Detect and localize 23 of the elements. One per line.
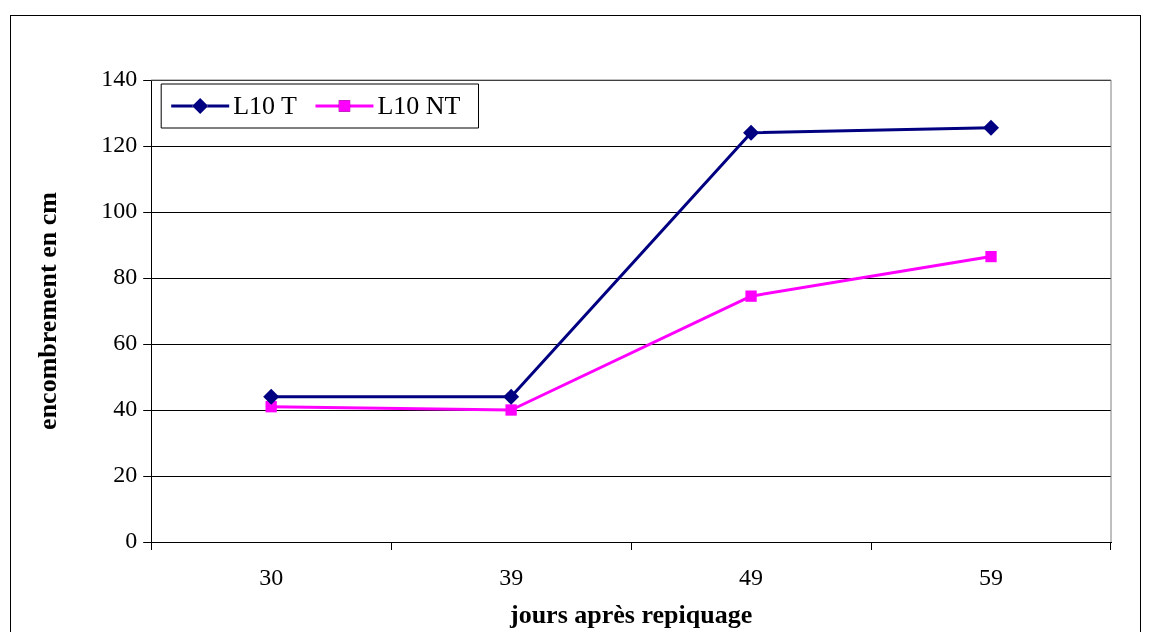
point	[743, 124, 760, 141]
x-axis-title: jours après repiquage	[509, 600, 753, 630]
y-tick-label: 40	[113, 395, 138, 422]
x-tick-label: 49	[739, 563, 764, 590]
point	[983, 119, 1000, 136]
y-tick-label: 100	[101, 197, 138, 224]
point	[985, 250, 997, 263]
point	[263, 388, 280, 405]
y-tick-label: 120	[101, 131, 138, 158]
y-tick-label: 60	[113, 329, 138, 356]
legend-label: L10 NT	[377, 90, 461, 120]
x-tick-label: 59	[979, 563, 1004, 590]
y-axis-title: encombrement en cm	[33, 191, 63, 430]
y-tick-label: 20	[113, 461, 138, 488]
point	[503, 388, 520, 405]
y-tick-label: 140	[101, 65, 138, 92]
y-tick-label: 0	[125, 527, 138, 554]
legend-label: L10 T	[233, 90, 298, 120]
point	[745, 290, 757, 302]
x-tick-label: 39	[499, 563, 524, 590]
x-tick-label: 30	[259, 563, 284, 590]
y-tick-label: 80	[113, 263, 138, 290]
point	[505, 404, 517, 416]
